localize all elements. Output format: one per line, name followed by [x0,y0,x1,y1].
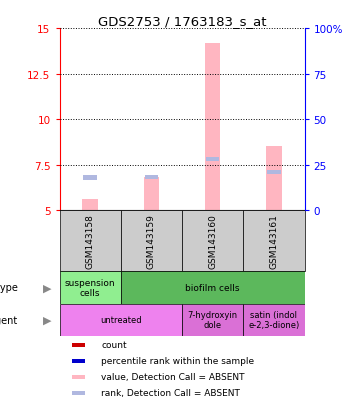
Bar [243,304,304,336]
Text: untreated: untreated [100,316,141,325]
Text: GSM143158: GSM143158 [86,214,94,268]
Bar [145,175,158,179]
Bar [243,211,304,271]
Bar [72,343,85,347]
Text: ▶: ▶ [43,282,51,292]
Text: GSM143160: GSM143160 [208,214,217,268]
Text: biofilm cells: biofilm cells [186,283,240,292]
Text: value, Detection Call = ABSENT: value, Detection Call = ABSENT [101,373,245,381]
Bar [60,211,121,271]
Bar [182,304,243,336]
Bar [60,304,182,336]
Text: GSM143161: GSM143161 [270,214,278,268]
Title: GDS2753 / 1763183_s_at: GDS2753 / 1763183_s_at [98,15,266,28]
Bar [72,391,85,395]
Bar [205,43,220,211]
Text: GSM143159: GSM143159 [147,214,156,268]
Text: cell type: cell type [0,282,18,292]
Bar [83,176,97,180]
Bar [60,271,121,304]
Bar [72,359,85,363]
Text: rank, Detection Call = ABSENT: rank, Detection Call = ABSENT [101,388,240,397]
Bar [206,158,219,162]
Bar [121,271,304,304]
Text: ▶: ▶ [43,315,51,325]
Text: agent: agent [0,315,18,325]
Bar [144,178,159,211]
Bar [72,375,85,379]
Text: suspension
cells: suspension cells [65,278,116,297]
Bar [182,211,243,271]
Text: percentile rank within the sample: percentile rank within the sample [101,356,254,366]
Bar [121,211,182,271]
Text: satin (indol
e-2,3-dione): satin (indol e-2,3-dione) [248,310,300,330]
Bar [83,200,98,211]
Text: 7-hydroxyin
dole: 7-hydroxyin dole [188,310,238,330]
Text: count: count [101,340,127,349]
Bar [267,171,281,175]
Bar [266,147,281,211]
